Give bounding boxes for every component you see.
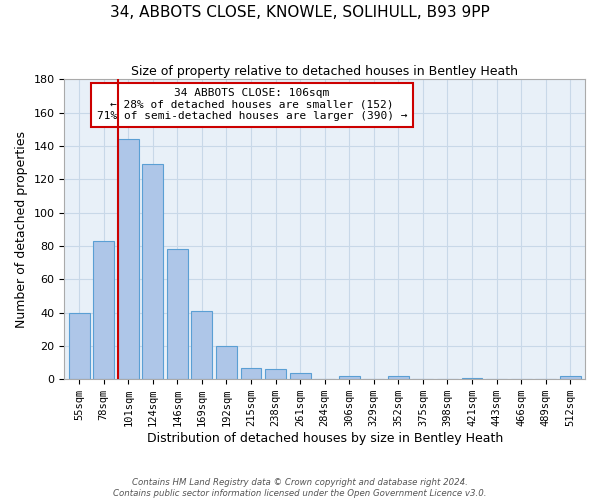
Bar [93, 241, 114, 379]
Bar [339, 376, 359, 379]
Y-axis label: Number of detached properties: Number of detached properties [15, 130, 28, 328]
Text: 34, ABBOTS CLOSE, KNOWLE, SOLIHULL, B93 9PP: 34, ABBOTS CLOSE, KNOWLE, SOLIHULL, B93 … [110, 5, 490, 20]
X-axis label: Distribution of detached houses by size in Bentley Heath: Distribution of detached houses by size … [146, 432, 503, 445]
Bar [69, 312, 89, 379]
Title: Size of property relative to detached houses in Bentley Heath: Size of property relative to detached ho… [131, 65, 518, 78]
Bar [461, 378, 482, 379]
Text: Contains HM Land Registry data © Crown copyright and database right 2024.
Contai: Contains HM Land Registry data © Crown c… [113, 478, 487, 498]
Bar [241, 368, 262, 379]
Bar [265, 369, 286, 379]
Bar [142, 164, 163, 379]
Bar [388, 376, 409, 379]
Bar [216, 346, 237, 379]
Bar [167, 249, 188, 379]
Bar [191, 311, 212, 379]
Text: 34 ABBOTS CLOSE: 106sqm
← 28% of detached houses are smaller (152)
71% of semi-d: 34 ABBOTS CLOSE: 106sqm ← 28% of detache… [97, 88, 407, 122]
Bar [118, 139, 139, 379]
Bar [290, 372, 311, 379]
Bar [560, 376, 581, 379]
